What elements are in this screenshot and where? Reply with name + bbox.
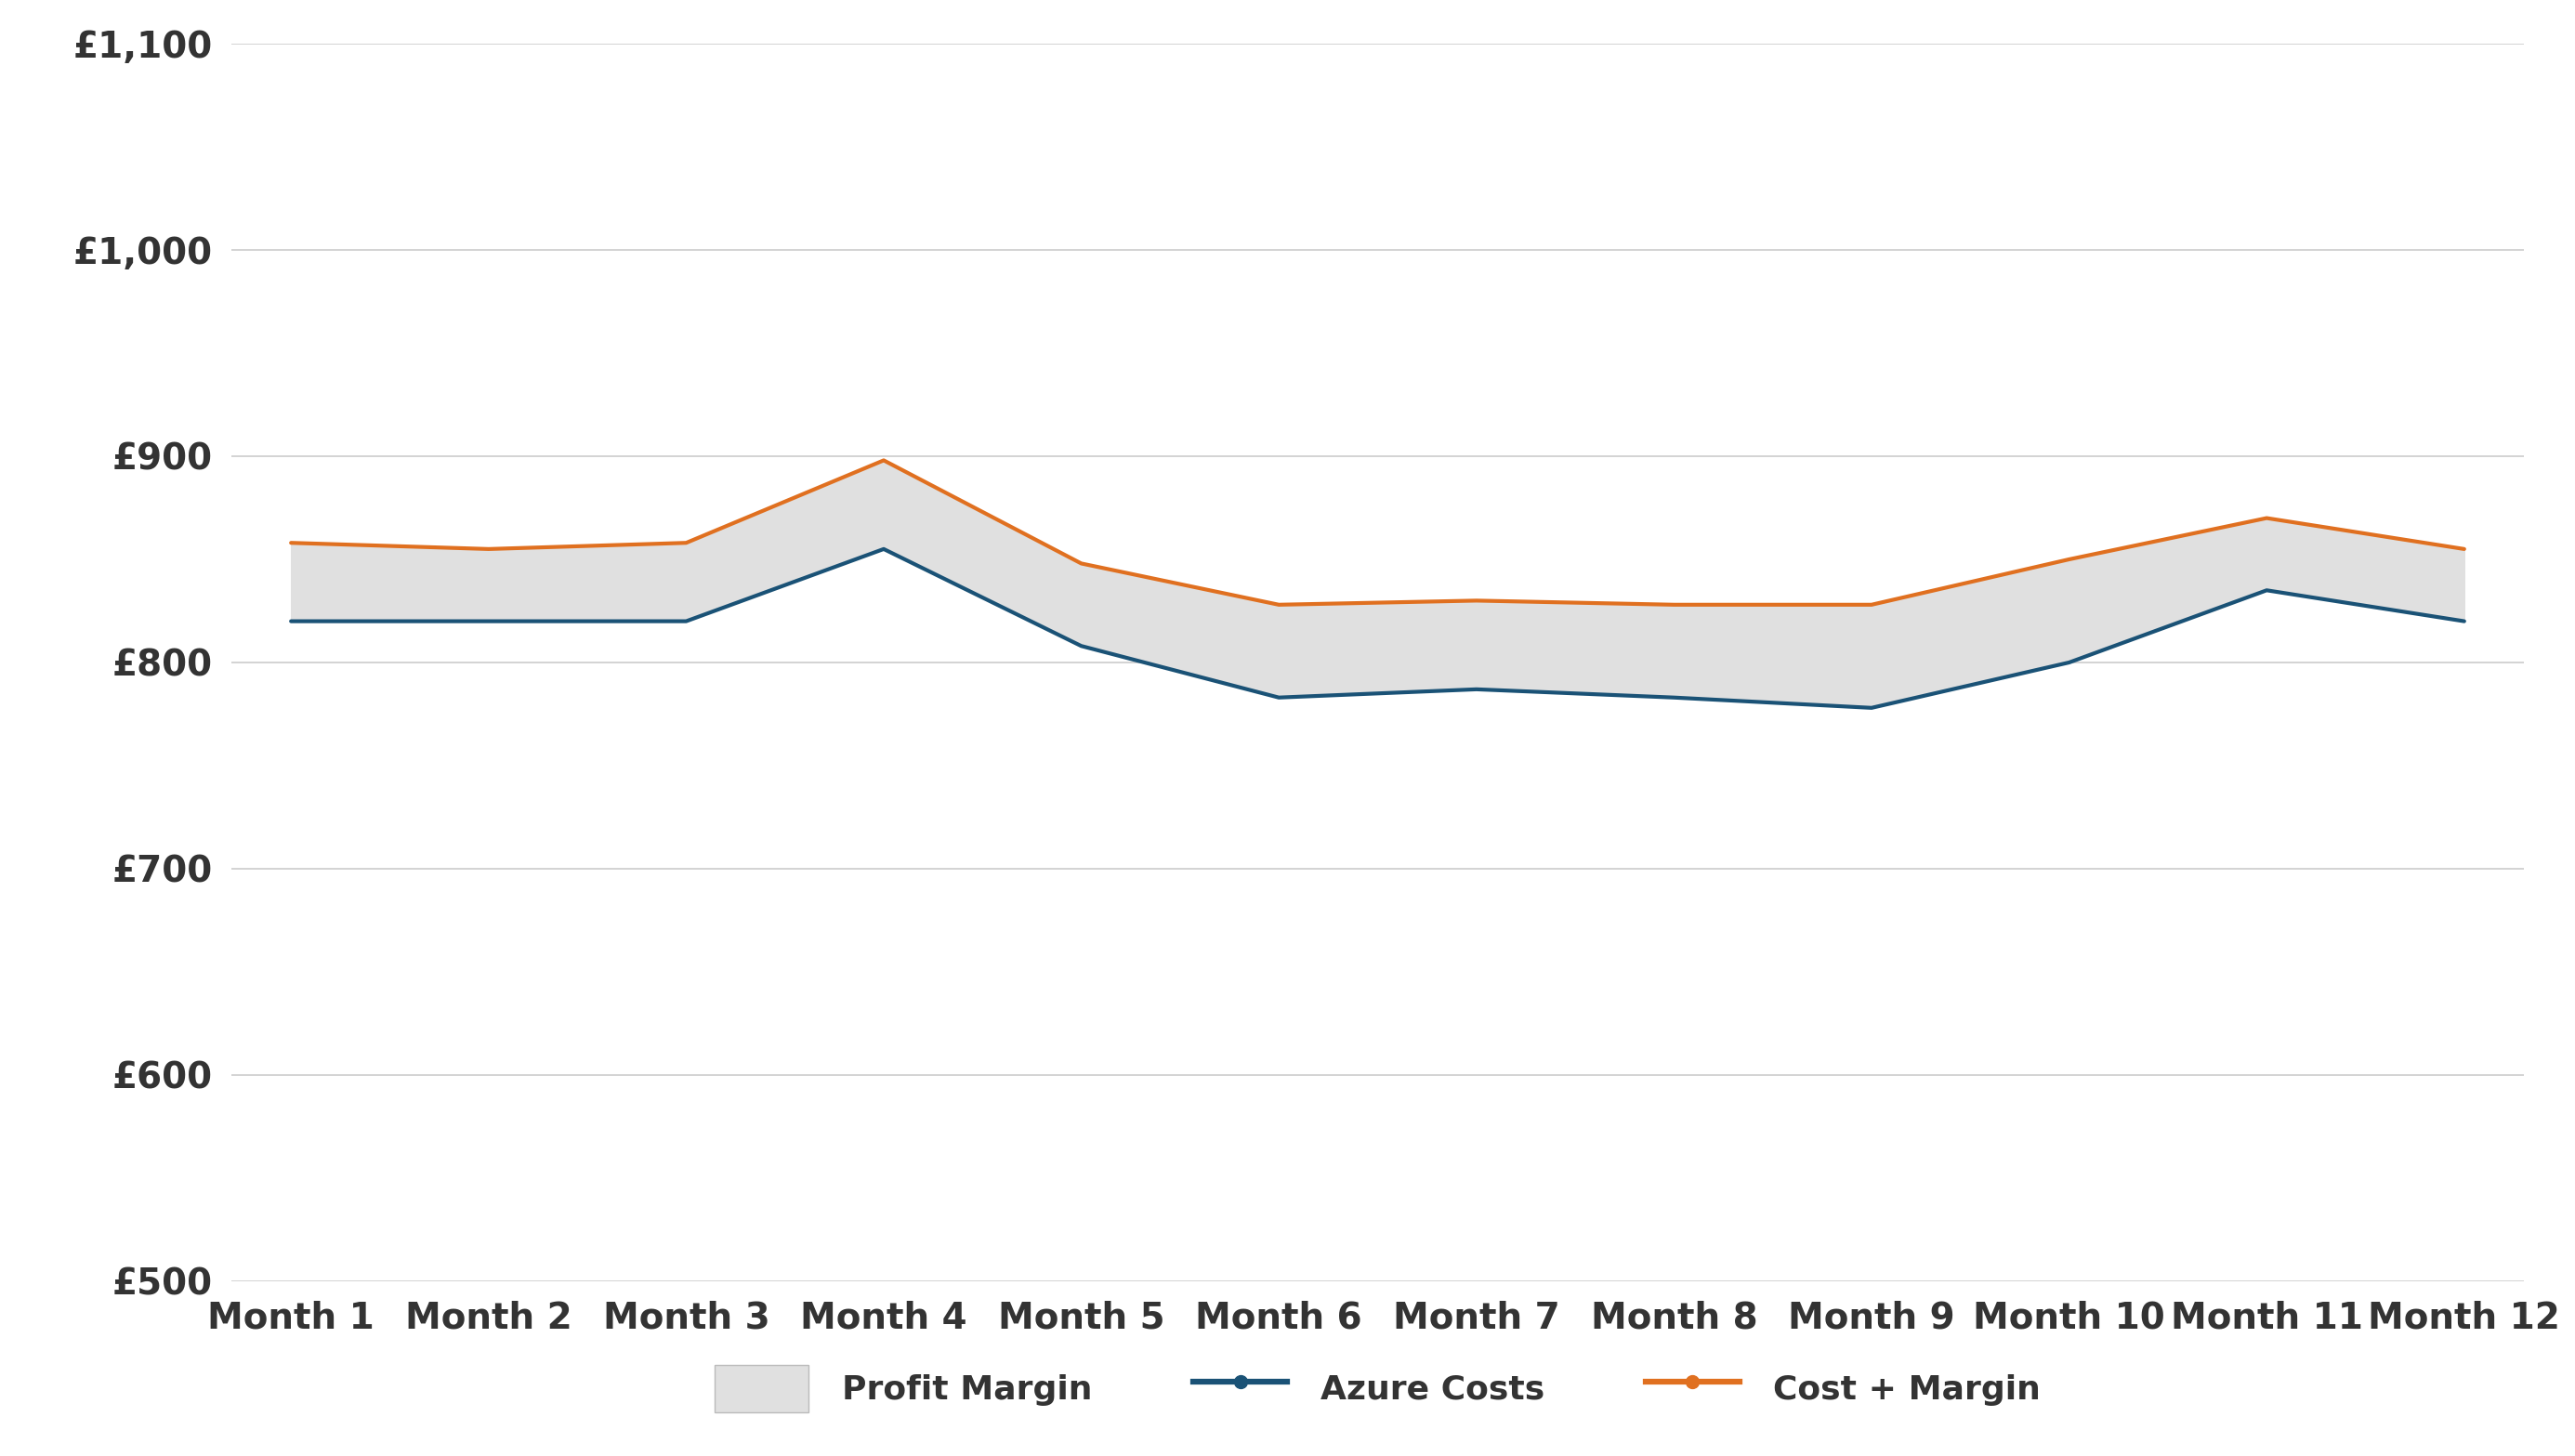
Legend: Profit Margin, Azure Costs, Cost + Margin: Profit Margin, Azure Costs, Cost + Margi… — [700, 1351, 2055, 1425]
